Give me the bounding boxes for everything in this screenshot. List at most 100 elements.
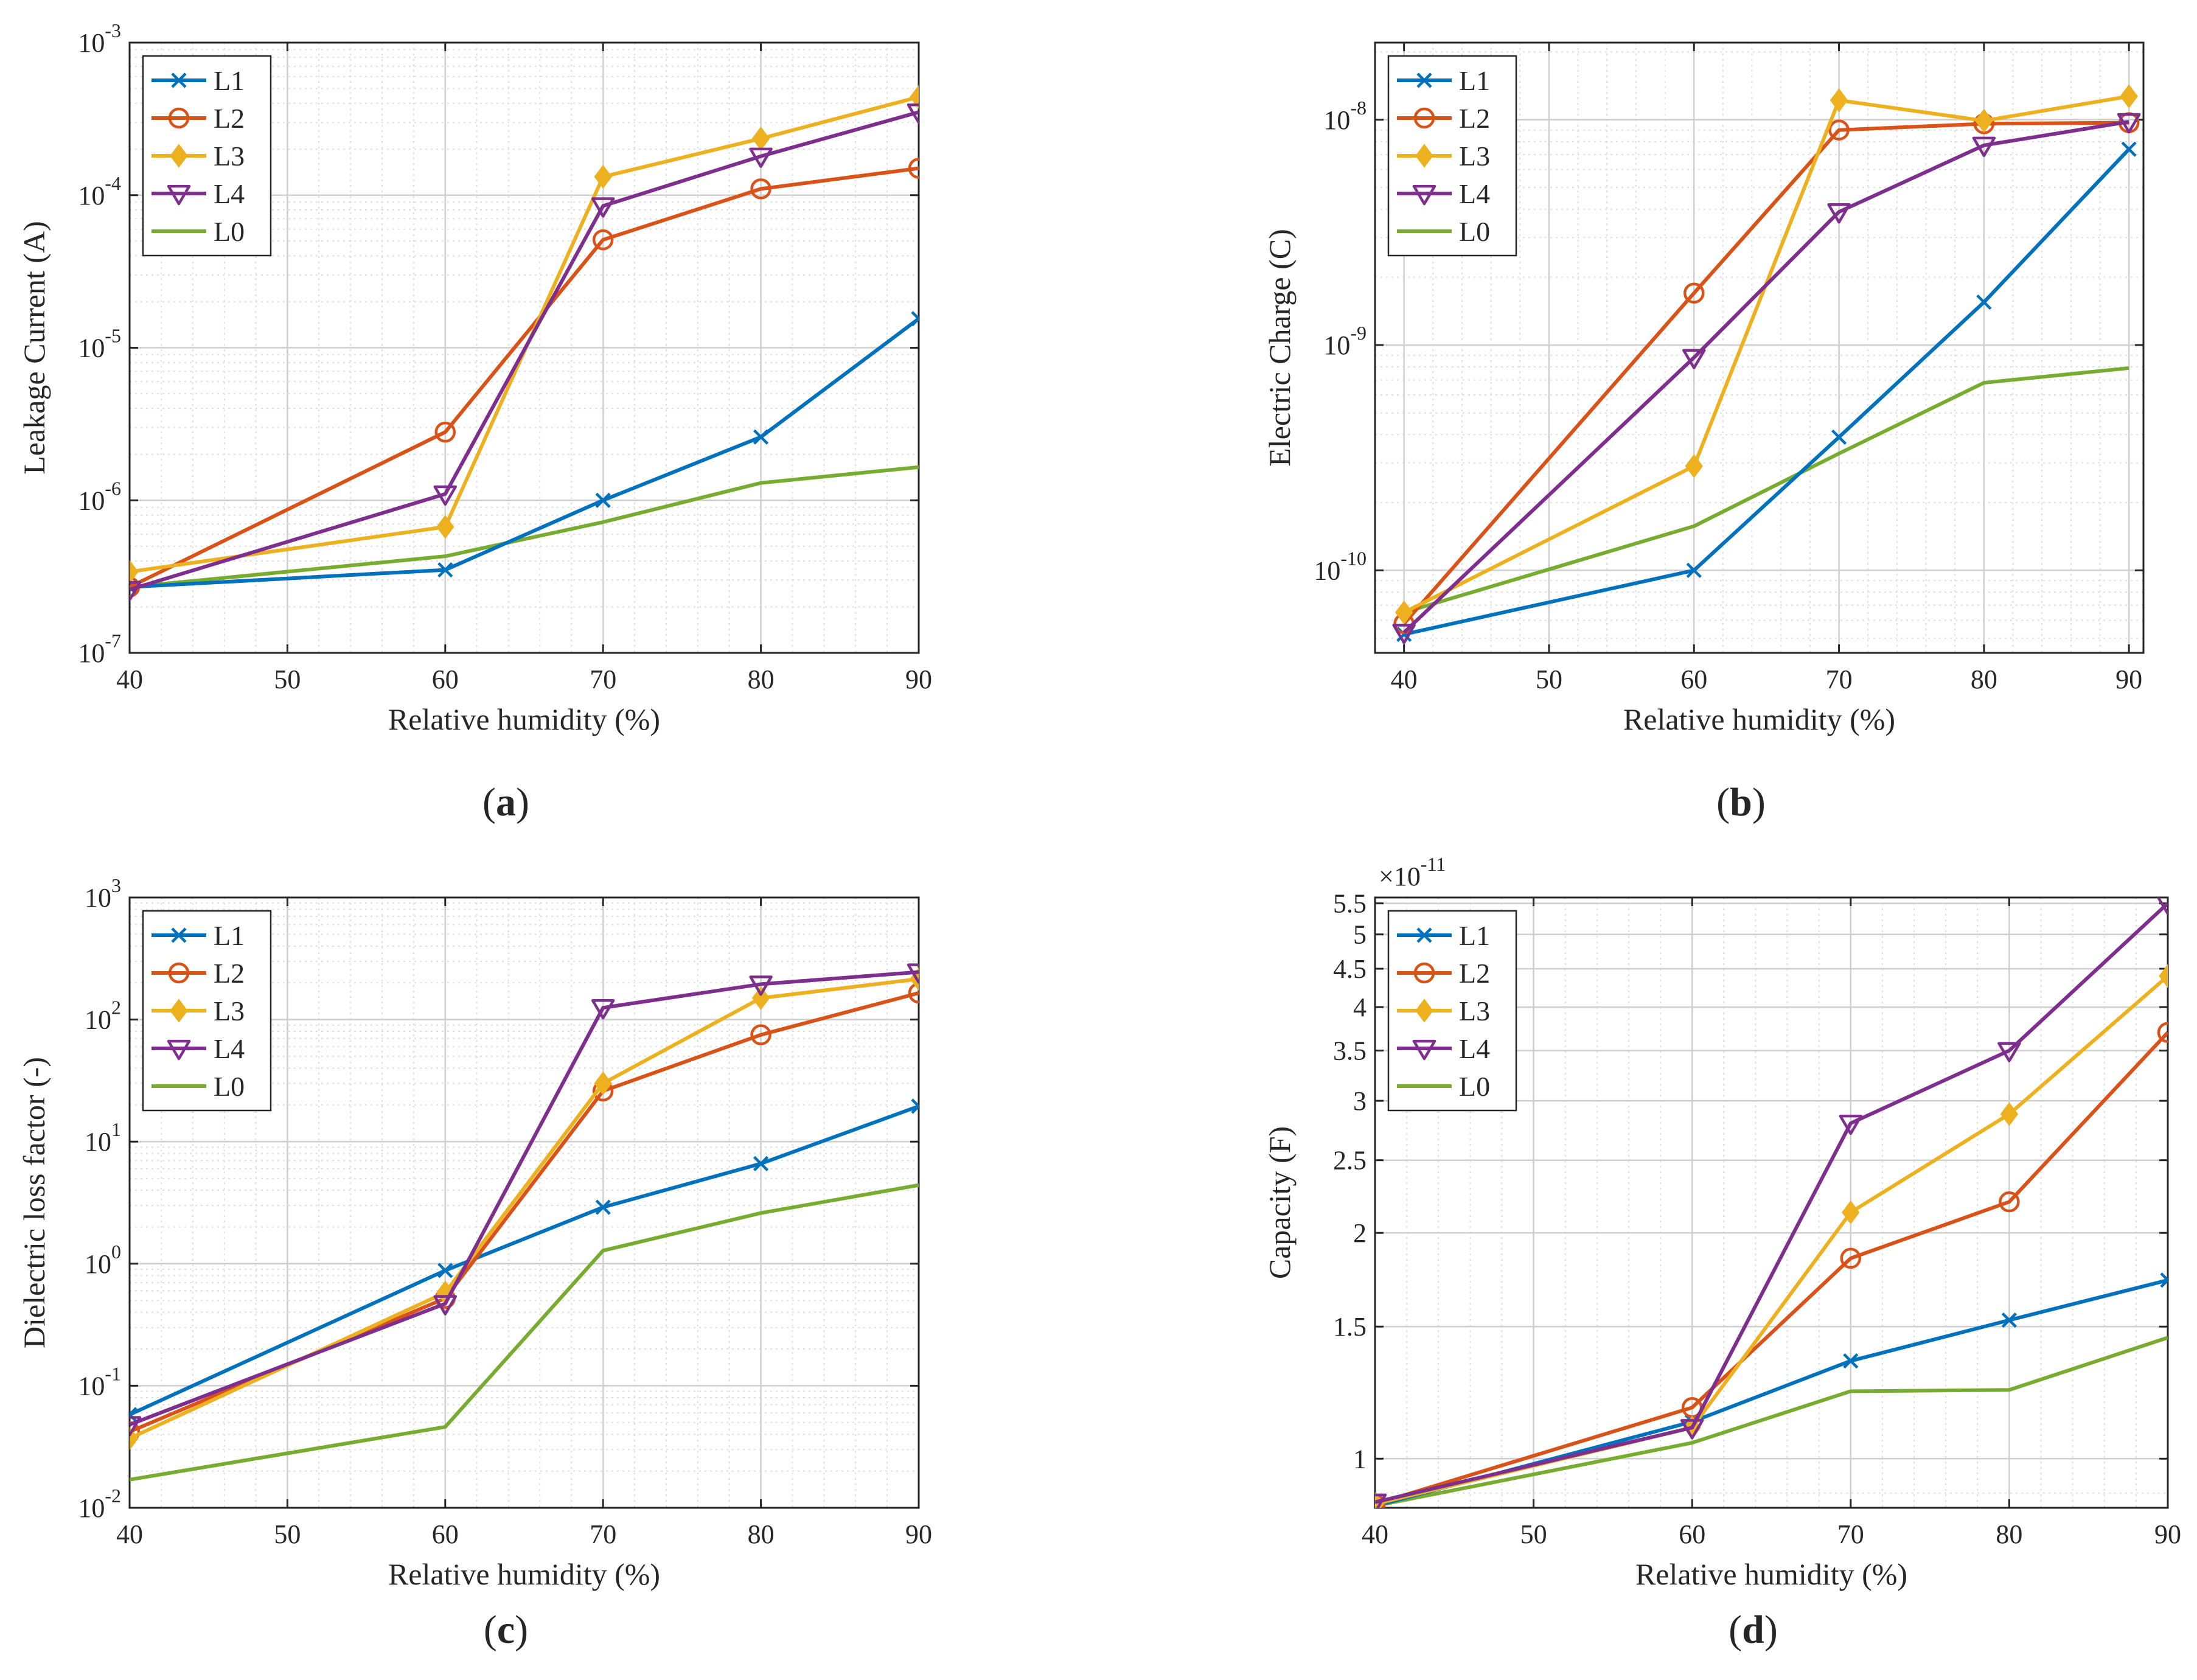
y-tick-label: 100 xyxy=(85,1241,121,1279)
x-tick-label: 50 xyxy=(274,664,301,694)
point-L4 xyxy=(1392,624,1416,644)
y-tick-exponent: -6 xyxy=(105,477,121,499)
y-axis-label: Capacity (F) xyxy=(1262,1126,1297,1279)
series-line-L2 xyxy=(130,166,919,589)
point-L4 xyxy=(433,485,458,506)
x-tick-label: 50 xyxy=(1520,1519,1547,1549)
point-L2 xyxy=(750,178,771,200)
panel-caption: (b) xyxy=(1716,780,1766,824)
series-group xyxy=(130,85,919,602)
point-L1 xyxy=(595,492,611,508)
multiplier-exponent: -11 xyxy=(1421,853,1446,875)
y-tick-label: 10-1 xyxy=(78,1362,121,1401)
legend-marker-L2 xyxy=(168,107,190,129)
caption-letter: d xyxy=(1742,1608,1764,1652)
caption-letter: a xyxy=(496,780,516,824)
legend-marker-L3 xyxy=(170,999,188,1023)
series-line-L2 xyxy=(1375,1031,2168,1506)
point-L2 xyxy=(434,421,456,443)
series-line-L0 xyxy=(1375,1336,2168,1508)
axes-box xyxy=(1374,41,2145,654)
point-L3 xyxy=(2000,1102,2019,1126)
legend-label-L0: L0 xyxy=(214,1071,245,1102)
series-line-L4 xyxy=(130,970,919,1427)
point-L1 xyxy=(911,311,919,327)
point-L1 xyxy=(595,1199,611,1215)
y-tick-label: 1 xyxy=(1353,1444,1367,1474)
series-L0 xyxy=(130,1183,919,1482)
series-line-L0 xyxy=(130,1183,919,1482)
point-L4 xyxy=(907,963,919,984)
y-tick-exponent: -2 xyxy=(105,1485,121,1507)
y-tick-exponent: -7 xyxy=(105,630,121,652)
series-L4 xyxy=(1392,113,2141,644)
legend-label-L0: L0 xyxy=(1459,1071,1490,1102)
legend-label-L1: L1 xyxy=(214,920,245,951)
y-tick-base: 10 xyxy=(78,1371,105,1401)
point-L4 xyxy=(749,147,773,168)
y-tick-label: 1.5 xyxy=(1333,1312,1367,1342)
point-L2 xyxy=(1375,1493,1386,1508)
point-L4 xyxy=(2156,898,2168,915)
point-L4 xyxy=(1972,136,1996,158)
y-axis-label: Dielectric loss factor (-) xyxy=(17,1057,51,1348)
ticks: 40 50 60 70 80 90 1 1.5 2 2.5 3 3.5 4 4.5 55.5 xyxy=(1333,889,2181,1549)
y-tick-base: 10 xyxy=(1323,330,1350,360)
point-L1 xyxy=(1976,294,1992,310)
legend-marker-L1 xyxy=(171,72,187,88)
legend-marker-L1 xyxy=(1416,72,1432,88)
x-axis-label: Relative humidity (%) xyxy=(1623,702,1895,736)
point-L2 xyxy=(130,1421,141,1443)
y-tick-base: 10 xyxy=(85,1005,111,1035)
point-L2 xyxy=(1683,282,1705,304)
series-L4 xyxy=(1375,898,2168,1508)
series-L0 xyxy=(130,465,919,589)
panel-caption: (c) xyxy=(484,1608,528,1652)
point-L1 xyxy=(130,1407,138,1423)
legend-marker-L4 xyxy=(167,184,191,206)
point-L3 xyxy=(2120,84,2138,109)
y-tick-exponent: 1 xyxy=(111,1118,121,1140)
y-tick-exponent: -4 xyxy=(105,172,121,194)
point-L1 xyxy=(1686,562,1702,578)
y-tick-base: 10 xyxy=(1323,105,1350,135)
panel-d: 40 50 60 70 80 90 1 1.5 2 2.5 3 3.5 4 4.5 55.5 ×10-11 Re… xyxy=(1262,853,2181,1652)
point-L2 xyxy=(592,229,614,251)
x-tick-label: 70 xyxy=(1837,1519,1864,1549)
point-L2 xyxy=(2157,1022,2168,1044)
caption-close-paren: ) xyxy=(1752,780,1766,824)
point-L4 xyxy=(907,103,919,124)
y-tick-base: 10 xyxy=(85,1249,111,1279)
y-tick-label: 10-9 xyxy=(1323,322,1367,360)
legend-label-L0: L0 xyxy=(214,216,245,247)
legend: L1 L2 L3 L4 L0 xyxy=(1387,55,1517,257)
x-tick-label: 80 xyxy=(748,664,775,694)
legend-marker-L4 xyxy=(1412,1039,1436,1061)
y-tick-exponent: -1 xyxy=(105,1362,121,1384)
caption-open-paren: ( xyxy=(1729,1608,1742,1652)
panel-caption: (a) xyxy=(482,780,529,824)
legend-label-L3: L3 xyxy=(214,995,245,1026)
multiplier-base: ×10 xyxy=(1379,862,1421,891)
series-line-L0 xyxy=(130,465,919,589)
y-tick-label: 10-3 xyxy=(78,19,121,58)
legend-label-L1: L1 xyxy=(1459,65,1490,96)
legend-marker-L3 xyxy=(1415,144,1433,168)
caption-close-paren: ) xyxy=(1764,1608,1778,1652)
series-L0 xyxy=(1375,1336,2168,1508)
point-L2 xyxy=(1828,119,1850,141)
x-tick-label: 80 xyxy=(1996,1519,2022,1549)
point-L1 xyxy=(2160,1272,2168,1288)
panel-c: 40 50 60 70 80 9010-210-1100101102103Relative… xyxy=(17,874,932,1652)
y-tick-label: 3 xyxy=(1353,1086,1367,1116)
x-axis-label: Relative humidity (%) xyxy=(1635,1557,1907,1591)
point-L4 xyxy=(130,580,142,602)
y-tick-exponent: 3 xyxy=(111,874,121,896)
y-tick-label: 10-8 xyxy=(1323,97,1367,135)
series-L1 xyxy=(1396,141,2137,643)
series-group xyxy=(1392,84,2141,644)
y-tick-exponent: -9 xyxy=(1350,322,1367,344)
point-L4 xyxy=(1997,1042,2021,1062)
x-tick-label: 50 xyxy=(1536,664,1562,694)
